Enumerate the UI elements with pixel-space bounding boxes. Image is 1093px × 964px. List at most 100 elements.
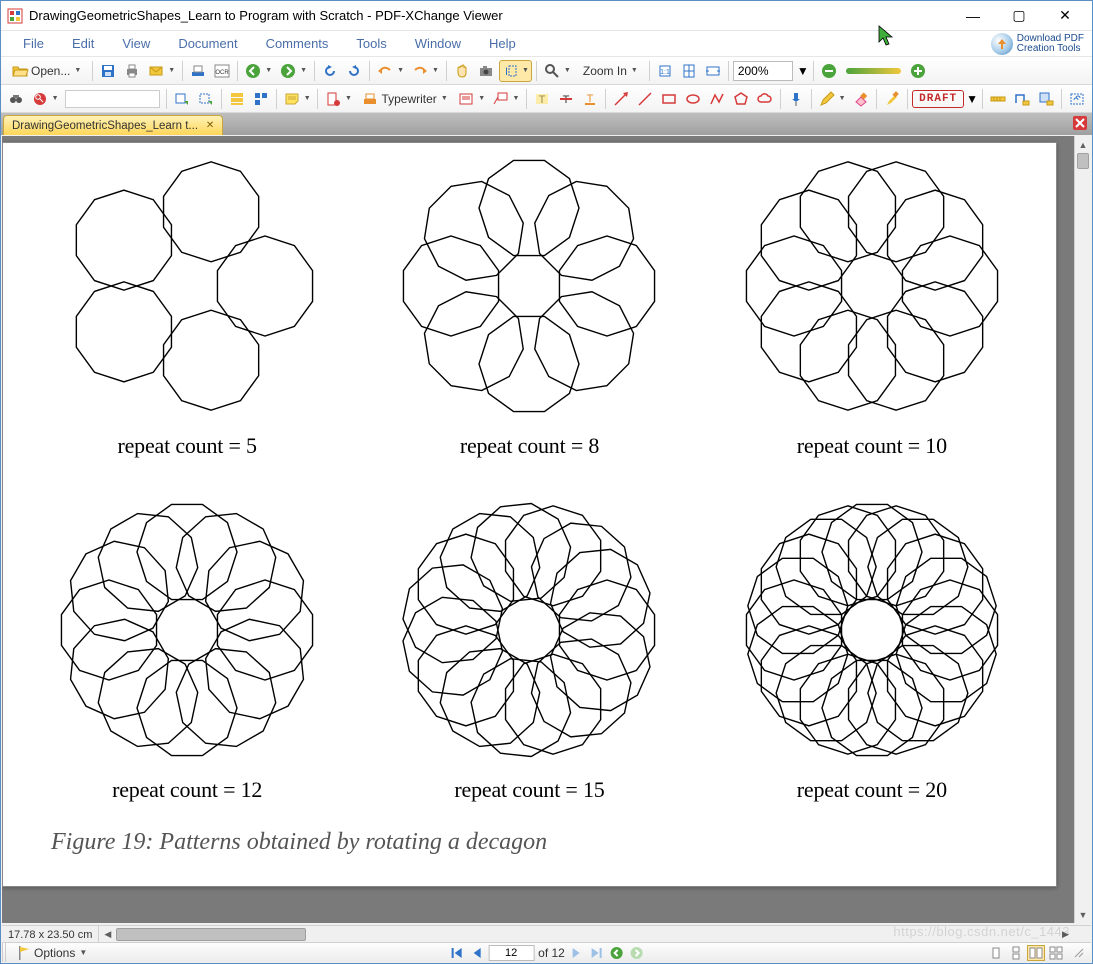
menu-comments[interactable]: Comments [252,33,343,54]
close-all-tabs-icon[interactable] [1072,115,1088,131]
link-tool-button[interactable] [1066,88,1088,110]
zoom-tool-button[interactable]: ▼ [541,60,574,82]
redo-button[interactable]: ▼ [409,60,442,82]
file-attach-button[interactable]: ▼ [322,88,354,110]
scroll-right-icon[interactable]: ▶ [1057,927,1074,943]
open-button[interactable]: Open... ▼ [5,60,88,82]
scroll-down-icon[interactable]: ▼ [1075,906,1091,923]
scroll-up-icon[interactable]: ▲ [1075,136,1091,153]
zoom-in-plus-button[interactable] [907,60,929,82]
fit-page-button[interactable] [678,60,700,82]
stamp-dropdown-icon[interactable]: ▼ [966,92,978,106]
facing-view-button[interactable] [1027,945,1045,961]
oval-tool-button[interactable] [682,88,704,110]
rotate-cw-icon [346,63,362,79]
show-comments-button[interactable] [226,88,248,110]
actual-size-button[interactable]: 1:1 [654,60,676,82]
ocr-button[interactable]: OCR [211,60,233,82]
menu-document[interactable]: Document [164,33,251,54]
last-page-button[interactable] [589,945,605,961]
nav-fwd-status-button[interactable] [629,945,645,961]
export-selection-button[interactable] [195,88,217,110]
zoom-dropdown-icon[interactable]: ▼ [797,64,809,78]
pencil-tool-button[interactable]: ▼ [816,88,848,110]
search-input[interactable] [65,90,160,108]
stamp-button[interactable]: DRAFT [912,90,964,108]
polyline-tool-button[interactable] [706,88,728,110]
underline-button[interactable]: T [579,88,601,110]
menu-window[interactable]: Window [401,33,475,54]
polygon-tool-button[interactable] [730,88,752,110]
next-page-button[interactable] [569,945,585,961]
menu-edit[interactable]: Edit [58,33,108,54]
continuous-view-button[interactable] [1007,945,1025,961]
measure-distance-button[interactable] [987,88,1009,110]
vertical-scrollbar[interactable]: ▲ ▼ [1074,136,1091,923]
minimize-button[interactable]: — [950,2,996,30]
svg-text:OCR: OCR [216,70,230,76]
menu-file[interactable]: File [9,33,58,54]
status-bar: Options ▼ of 12 [2,942,1091,962]
eraser-tool-button[interactable] [850,88,872,110]
first-page-button[interactable] [448,945,464,961]
document-tab[interactable]: DrawingGeometricShapes_Learn t... ✕ [3,115,223,135]
nav-forward-button[interactable]: ▼ [277,60,310,82]
facing-continuous-view-button[interactable] [1047,945,1065,961]
textbox-button[interactable]: ▼ [456,88,488,110]
page-number-input[interactable] [488,945,534,961]
figure-caption: Figure 19: Patterns obtained by rotating… [21,829,1038,856]
snapshot-tool-button[interactable] [475,60,497,82]
nav-back-button[interactable]: ▼ [242,60,275,82]
rectangle-tool-button[interactable] [658,88,680,110]
typewriter-button[interactable]: Typewriter ▼ [357,88,454,110]
highlight-button[interactable]: T [531,88,553,110]
page-viewport[interactable]: repeat count = 5repeat count = 8repeat c… [2,136,1074,923]
menu-tools[interactable]: Tools [342,33,400,54]
prev-page-button[interactable] [468,945,484,961]
zoom-level-input[interactable] [733,61,793,81]
main-toolbar: Open... ▼ ▼ OCR ▼ ▼ ▼ ▼ I▼ ▼ Zoom In ▼ 1… [1,57,1092,85]
zoom-slider[interactable] [846,68,901,74]
scan-button[interactable] [187,60,209,82]
sticky-note-button[interactable]: ▼ [281,88,313,110]
single-page-view-button[interactable] [987,945,1005,961]
maximize-button[interactable]: ▢ [996,2,1042,30]
cloud-tool-button[interactable] [754,88,776,110]
figure-item: repeat count = 12 [52,495,322,803]
measure-perimeter-button[interactable] [1011,88,1033,110]
save-button[interactable] [97,60,119,82]
hscroll-track[interactable] [116,926,1057,943]
zoom-out-button[interactable] [818,60,840,82]
pushpin-button[interactable] [785,88,807,110]
close-button[interactable]: ✕ [1042,2,1088,30]
select-tool-button[interactable]: I▼ [499,60,532,82]
nav-back-status-button[interactable] [609,945,625,961]
hscroll-thumb[interactable] [116,928,306,941]
export-image-button[interactable] [171,88,193,110]
vscroll-thumb[interactable] [1077,153,1089,169]
marker-tool-button[interactable] [881,88,903,110]
options-menu[interactable]: Options ▼ [12,946,93,960]
zoom-in-button[interactable]: Zoom In ▼ [576,60,645,82]
menu-help[interactable]: Help [475,33,530,54]
email-button[interactable]: ▼ [145,60,178,82]
print-button[interactable] [121,60,143,82]
figure-item: repeat count = 10 [737,151,1007,459]
callout-button[interactable]: ▼ [490,88,522,110]
line-tool-button[interactable] [634,88,656,110]
search-button[interactable]: ▼ [29,88,61,110]
measure-area-button[interactable] [1035,88,1057,110]
strikeout-button[interactable]: T [555,88,577,110]
rotate-ccw-button[interactable] [319,60,341,82]
menu-view[interactable]: View [108,33,164,54]
rotate-cw-button[interactable] [343,60,365,82]
download-promo[interactable]: Download PDF Creation Tools [991,33,1084,55]
arrow-tool-button[interactable] [610,88,632,110]
summarize-comments-button[interactable] [250,88,272,110]
hand-tool-button[interactable] [451,60,473,82]
undo-button[interactable]: ▼ [374,60,407,82]
find-button[interactable] [5,88,27,110]
scroll-left-icon[interactable]: ◀ [99,927,116,943]
fit-width-button[interactable] [702,60,724,82]
tab-close-icon[interactable]: ✕ [204,120,216,132]
